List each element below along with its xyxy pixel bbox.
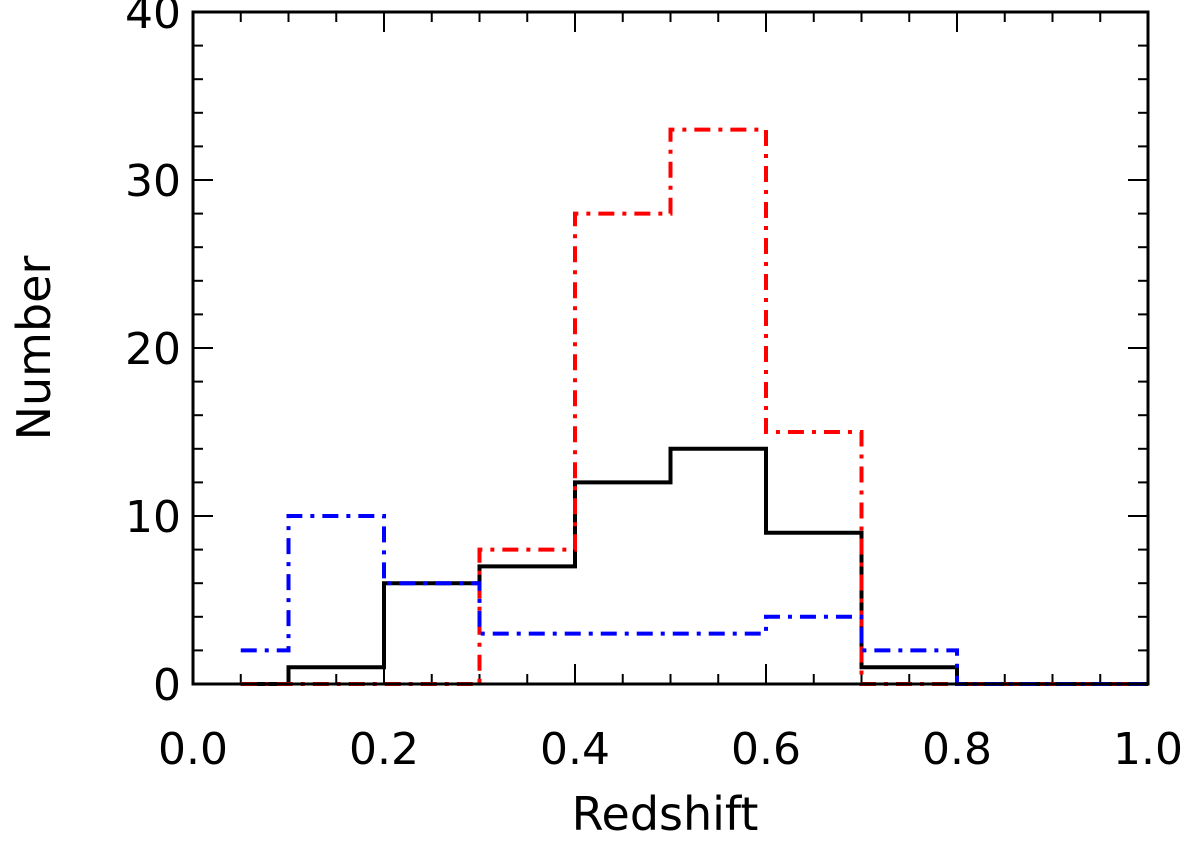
series-group [240,127,1148,686]
series-red-dashdot [240,127,1148,686]
y-tick-labels: 0 10 20 30 40 [125,0,181,711]
series-blue-dashdot [240,514,1148,686]
x-tick-label: 0.6 [731,724,801,775]
axis-ticks [192,11,1149,685]
x-tick-label: 1.0 [1113,724,1183,775]
y-tick-label: 0 [153,660,181,711]
x-tick-label: 0.8 [922,724,992,775]
x-axis-label: Redshift [572,787,759,841]
y-tick-label: 10 [125,492,181,543]
x-tick-labels: 0.0 0.2 0.4 0.6 0.8 1.0 [158,724,1183,775]
x-tick-label: 0.2 [349,724,419,775]
y-tick-label: 20 [125,324,181,375]
plot-frame [191,10,1150,686]
y-tick-label: 40 [125,0,181,39]
series-black-solid [240,446,1148,686]
x-tick-label: 0.0 [158,724,228,775]
y-tick-label: 30 [125,156,181,207]
x-tick-label: 0.4 [540,724,610,775]
y-axis-label: Number [7,256,61,441]
